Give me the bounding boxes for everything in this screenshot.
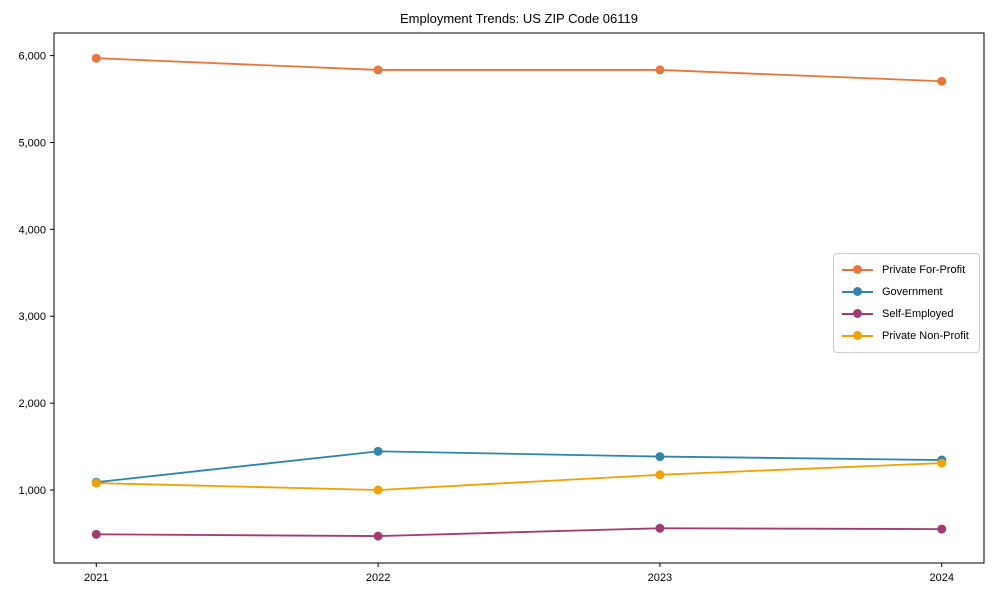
data-point-self-employed: [937, 524, 947, 534]
legend: Private For-Profit Government Self-Employe…: [833, 253, 980, 353]
series-line-private-for-profit: [96, 57, 942, 83]
y-axis-tick-label: 6,000: [18, 51, 46, 63]
plot-border: [53, 32, 985, 564]
y-axis-tick-label: 1,000: [18, 485, 46, 497]
data-point-private-for-profit: [373, 65, 383, 75]
x-axis-tick-label: 2023: [648, 572, 672, 584]
data-point-private-non-profit: [373, 485, 383, 495]
legend-marker-private-for-profit-icon: [842, 265, 873, 275]
data-point-private-for-profit: [937, 76, 947, 86]
data-point-private-for-profit: [91, 53, 101, 63]
data-point-government: [373, 446, 383, 456]
data-point-self-employed: [373, 531, 383, 541]
y-axis-tick-label: 4,000: [18, 224, 46, 236]
legend-label: Private Non-Profit: [882, 330, 969, 342]
data-point-private-non-profit: [91, 478, 101, 488]
x-axis-tick-label: 2024: [929, 572, 953, 584]
data-point-private-for-profit: [655, 65, 665, 75]
data-point-private-non-profit: [937, 458, 947, 468]
series-line-government: [96, 450, 942, 484]
legend-item-government: Government: [842, 281, 971, 303]
data-point-government: [655, 452, 665, 462]
legend-marker-government-icon: [842, 287, 873, 297]
legend-item-self-employed: Self-Employed: [842, 303, 971, 325]
legend-label: Private For-Profit: [882, 264, 966, 276]
legend-marker-private-non-profit-icon: [842, 331, 873, 341]
x-axis-tick-label: 2021: [84, 572, 108, 584]
series-line-self-employed: [96, 527, 942, 537]
y-axis-tick-label: 2,000: [18, 398, 46, 410]
legend-item-private-non-profit: Private Non-Profit: [842, 325, 971, 347]
y-axis-tick-label: 5,000: [18, 137, 46, 149]
legend-item-private-for-profit: Private For-Profit: [842, 259, 971, 281]
legend-marker-self-employed-icon: [842, 309, 873, 319]
chart-title: Employment Trends: US ZIP Code 06119: [400, 11, 638, 26]
data-point-self-employed: [91, 529, 101, 539]
legend-label: Self-Employed: [882, 308, 954, 320]
legend-label: Government: [882, 286, 943, 298]
data-point-private-non-profit: [655, 470, 665, 480]
data-point-self-employed: [655, 523, 665, 533]
y-axis-tick-label: 3,000: [18, 311, 46, 323]
series-line-private-non-profit: [96, 462, 942, 491]
x-axis-tick-label: 2022: [366, 572, 390, 584]
